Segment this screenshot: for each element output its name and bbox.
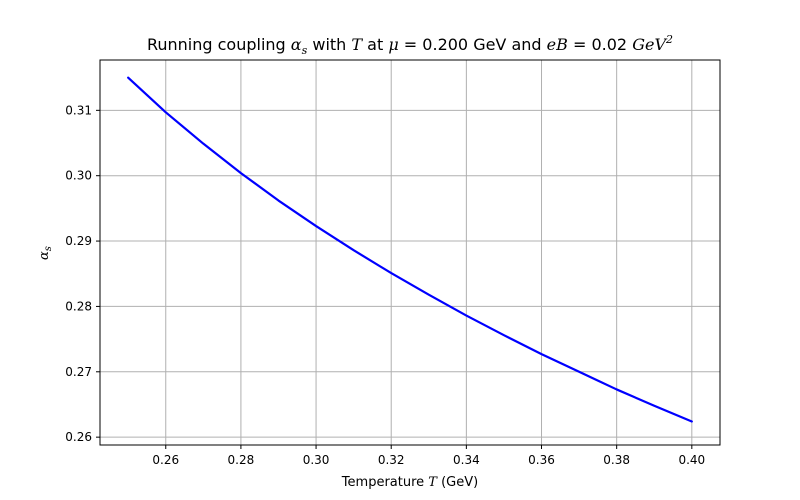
chart-title: Running coupling αs with T at μ = 0.200 … (147, 33, 673, 57)
x-tick-label: 0.34 (453, 453, 480, 467)
y-tick-label: 0.28 (65, 299, 92, 313)
x-tick-label: 0.30 (303, 453, 330, 467)
y-axis-label: αs (37, 246, 54, 260)
y-tick-label: 0.30 (65, 169, 92, 183)
y-tick-label: 0.27 (65, 365, 92, 379)
x-tick-label: 0.38 (603, 453, 630, 467)
x-tick-label: 0.36 (528, 453, 555, 467)
grid (100, 60, 720, 445)
series-line (127, 76, 693, 423)
y-tick-label: 0.31 (65, 103, 92, 117)
x-tick-label: 0.28 (228, 453, 255, 467)
x-tick-label: 0.32 (378, 453, 405, 467)
y-tick-label: 0.29 (65, 234, 92, 248)
x-tick-label: 0.40 (678, 453, 705, 467)
x-axis-ticks: 0.26 0.28 0.30 0.32 0.34 0.36 0.38 0.40 (152, 445, 705, 467)
y-tick-label: 0.26 (65, 430, 92, 444)
x-tick-label: 0.26 (152, 453, 179, 467)
series-group (127, 76, 693, 423)
y-axis-ticks: 0.26 0.27 0.28 0.29 0.30 0.31 (65, 103, 100, 444)
x-axis-label: Temperature T (GeV) (341, 475, 478, 490)
plot-frame (99, 59, 721, 446)
